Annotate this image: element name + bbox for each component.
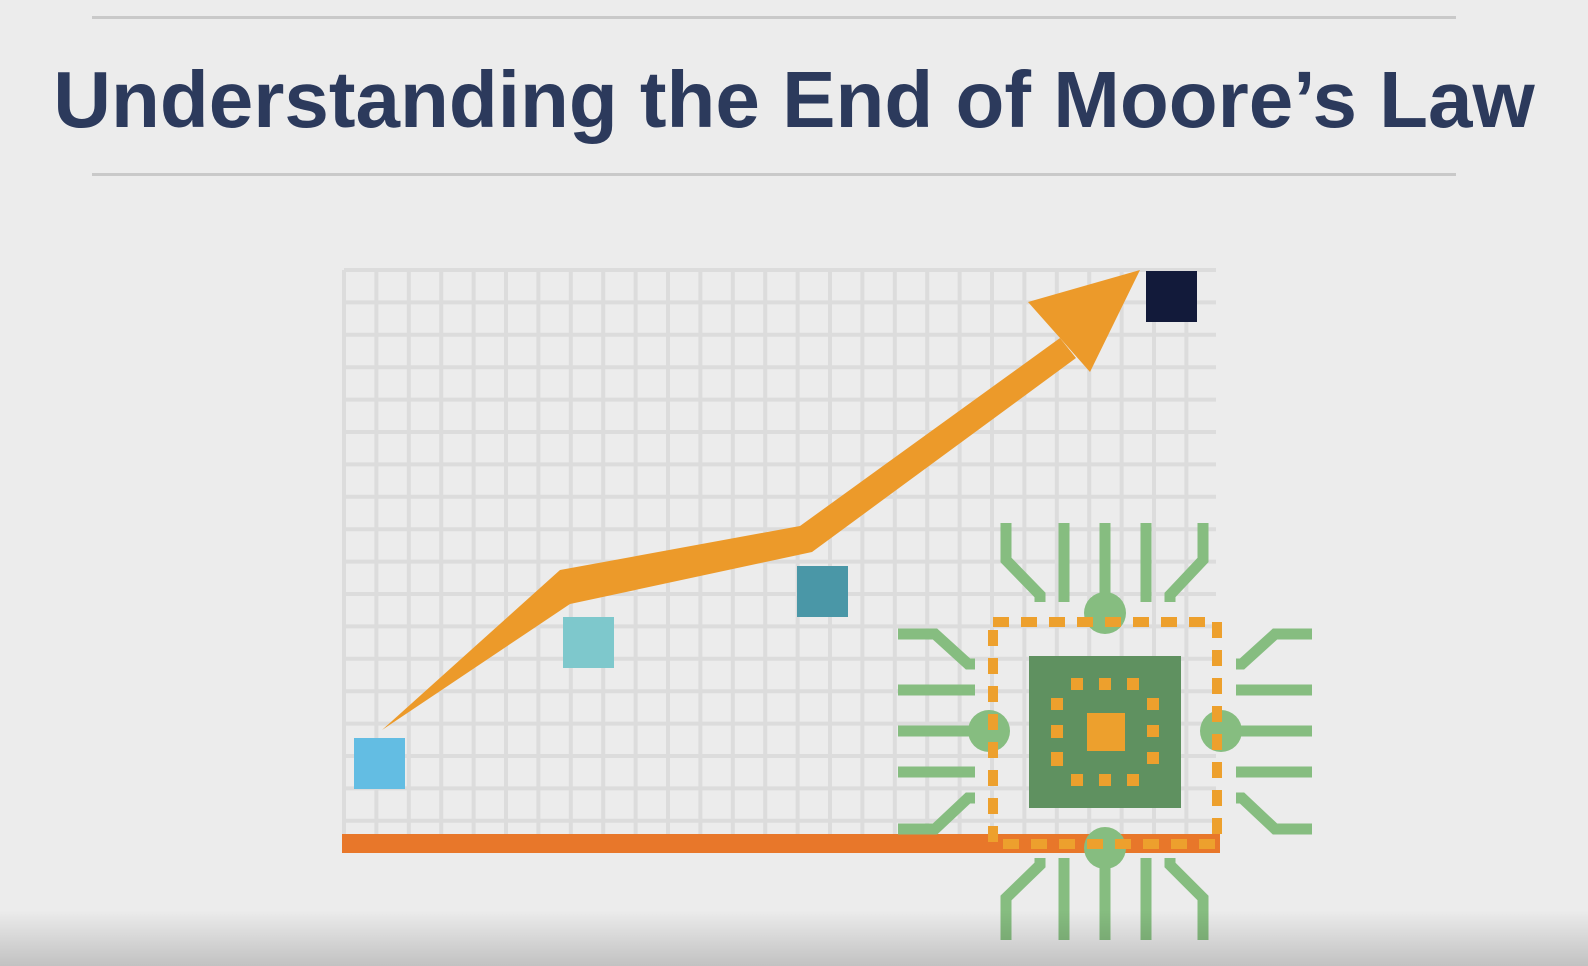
data-square-4 <box>1146 271 1197 322</box>
data-square-2 <box>563 617 614 668</box>
chart-grid-icon <box>342 268 1216 836</box>
trend-arrow-icon <box>382 270 1140 730</box>
microchip-icon <box>898 523 1312 940</box>
data-square-1 <box>354 738 405 789</box>
slide-title: Understanding the End of Moore’s Law <box>53 55 1535 144</box>
bottom-divider <box>92 173 1456 176</box>
data-square-3 <box>797 566 848 617</box>
top-divider <box>92 16 1456 19</box>
bottom-shade <box>0 910 1588 966</box>
baseline-bar <box>342 834 1220 853</box>
